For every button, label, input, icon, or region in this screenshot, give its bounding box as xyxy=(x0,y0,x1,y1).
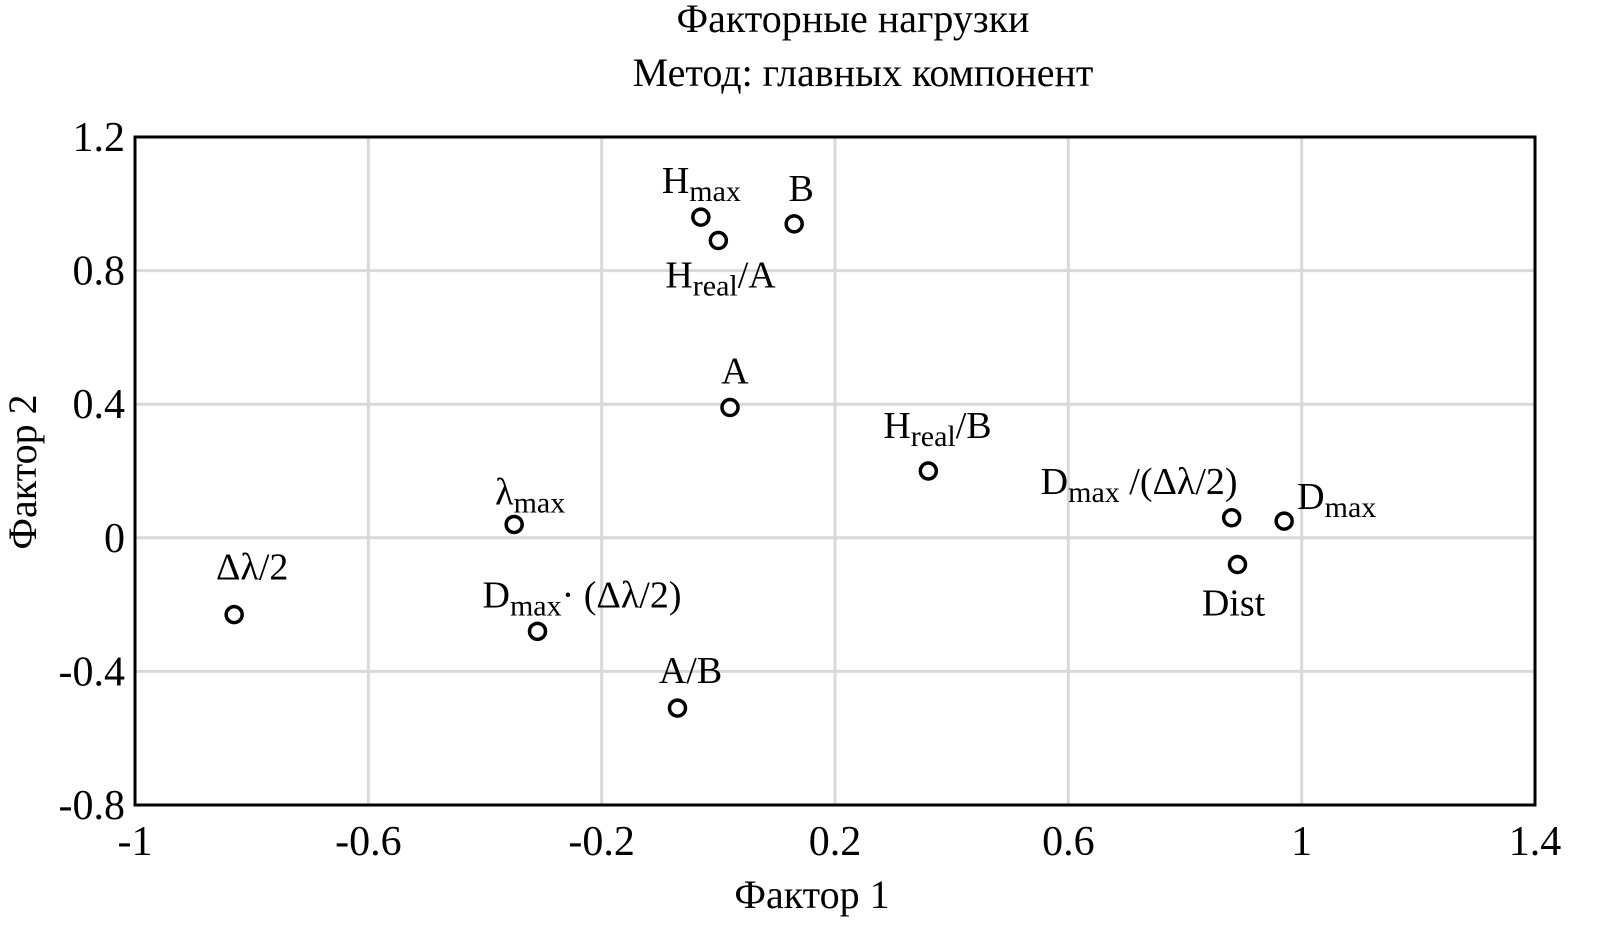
point-label: Hreal/B xyxy=(883,405,991,453)
y-tick-label: -0.8 xyxy=(59,783,126,829)
x-tick-label: -0.6 xyxy=(335,819,402,865)
label-subscript: real xyxy=(693,270,738,303)
point-label: A/B xyxy=(659,650,722,692)
point xyxy=(1221,508,1242,528)
y-tick-label: -0.4 xyxy=(59,649,126,695)
y-tick-label: 0 xyxy=(104,516,125,562)
point xyxy=(784,214,804,234)
y-axis-label: Фактор 2 xyxy=(0,394,45,549)
label-subscript: max xyxy=(510,589,562,622)
point xyxy=(527,621,548,642)
x-tick-label: -0.2 xyxy=(568,819,635,865)
label-text: D xyxy=(1041,461,1068,503)
point-label: B xyxy=(788,168,813,210)
label-subscript: max xyxy=(1325,491,1377,524)
label-tail: /(Δλ/2) xyxy=(1120,461,1238,503)
label-tail: /B xyxy=(956,405,992,447)
label-tail: /A xyxy=(738,255,777,297)
point-label: Dmax xyxy=(1297,476,1376,524)
label-text: Δλ/2 xyxy=(216,547,288,589)
x-tick-label: 1.4 xyxy=(1509,819,1562,865)
chart-title: Факторные нагрузки xyxy=(677,0,1030,41)
label-text: D xyxy=(1297,476,1324,518)
x-axis-label: Фактор 1 xyxy=(734,872,889,917)
plot-frame xyxy=(133,135,1537,807)
label-text: D xyxy=(483,574,510,616)
label-subscript: max xyxy=(1068,476,1120,509)
point xyxy=(224,604,244,625)
label-subscript: max xyxy=(689,175,741,208)
label-text: A xyxy=(721,351,749,393)
x-tick-label: 0.6 xyxy=(1042,819,1095,865)
y-tick-label: 0.4 xyxy=(73,382,126,428)
label-text: H xyxy=(883,405,910,447)
point-label: Dmax· (Δλ/2) xyxy=(483,574,682,622)
point xyxy=(504,514,524,535)
label-text: Dist xyxy=(1202,583,1266,625)
label-text: λ xyxy=(495,471,514,513)
x-tick-label: -1 xyxy=(118,819,153,865)
label-text: H xyxy=(662,160,689,202)
point-label: Δλ/2 xyxy=(216,547,288,589)
point-label: λmax xyxy=(495,471,565,519)
label-tail: · (Δλ/2) xyxy=(562,574,682,616)
grid xyxy=(133,135,1537,807)
label-subscript: real xyxy=(911,420,956,453)
point-label: Dist xyxy=(1202,583,1266,625)
x-tick-label: 0.2 xyxy=(809,819,862,865)
point xyxy=(1274,511,1294,531)
point xyxy=(691,207,711,227)
point xyxy=(667,698,688,718)
point xyxy=(720,397,740,418)
point-label: Hmax xyxy=(662,160,741,208)
point xyxy=(918,461,939,481)
point xyxy=(1227,554,1248,575)
label-text: B xyxy=(788,168,813,210)
point xyxy=(708,230,729,251)
point-label: Dmax /(Δλ/2) xyxy=(1041,461,1238,509)
label-text: H xyxy=(665,255,692,297)
point-label: A xyxy=(721,351,749,393)
point-label: Hreal/A xyxy=(665,255,776,303)
x-tick-label: 1 xyxy=(1291,819,1312,865)
label-text: A/B xyxy=(659,650,722,692)
chart-subtitle: Метод: главных компонент xyxy=(633,50,1094,95)
y-tick-label: 1.2 xyxy=(73,115,126,161)
y-tick-label: 0.8 xyxy=(73,249,126,295)
label-subscript: max xyxy=(514,486,566,519)
